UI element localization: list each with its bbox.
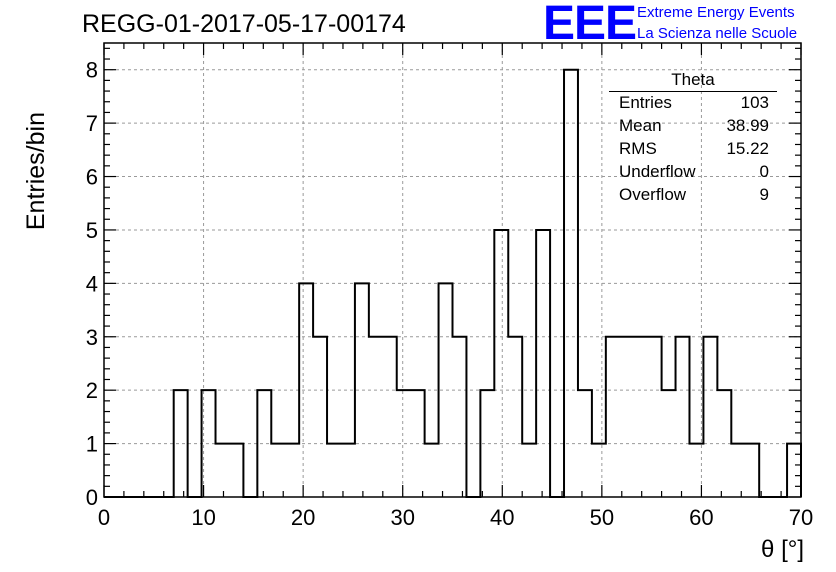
- x-axis-label: θ [°]: [761, 536, 804, 563]
- histogram-outline: [104, 68, 802, 498]
- histogram-bar: [494, 230, 508, 497]
- histogram-bar: [620, 337, 634, 497]
- stat-value: 15.22: [726, 139, 769, 158]
- histogram-bar: [564, 70, 578, 497]
- histogram-bar: [606, 337, 620, 497]
- histogram-bar: [634, 337, 648, 497]
- histogram-bar: [313, 337, 327, 497]
- axis-ticks: [103, 43, 802, 498]
- histogram-bar: [174, 390, 188, 497]
- run-title: REGG-01-2017-05-17-00174: [82, 10, 406, 38]
- y-tick-labels: 0 1 2 3 4 5 6 7 8: [86, 58, 98, 510]
- stat-row-rms: RMS 15.22: [619, 139, 769, 162]
- stat-label: Mean: [619, 116, 662, 135]
- stat-row-entries: Entries 103: [619, 93, 769, 116]
- y-tick-label: 0: [86, 485, 98, 510]
- stat-label: Overflow: [619, 185, 687, 204]
- y-tick-label: 3: [86, 325, 98, 350]
- histogram-bar: [745, 444, 759, 497]
- histogram-bar: [257, 390, 271, 497]
- x-tick-label: 30: [390, 505, 414, 530]
- histogram-bar: [648, 337, 662, 497]
- histogram-bar: [285, 444, 299, 497]
- histogram-bar: [578, 390, 592, 497]
- stats-title: Theta: [671, 70, 715, 89]
- stat-value: 38.99: [726, 116, 769, 135]
- histogram-bar: [508, 337, 522, 497]
- x-tick-label: 40: [490, 505, 514, 530]
- y-axis-label: Entries/bin: [22, 112, 50, 231]
- histogram-bar: [216, 444, 230, 497]
- histogram-bar: [453, 337, 467, 497]
- stat-label: Entries: [619, 93, 672, 112]
- stat-row-underflow: Underflow 0: [619, 162, 769, 185]
- histogram-bar: [592, 444, 606, 497]
- y-tick-label: 7: [86, 111, 98, 136]
- histogram-bar: [369, 337, 383, 497]
- histogram-bar: [439, 283, 453, 497]
- histogram-bar: [271, 444, 285, 497]
- stat-value: 9: [759, 185, 769, 204]
- histogram-bar: [480, 390, 494, 497]
- y-tick-label: 8: [86, 58, 98, 83]
- y-tick-label: 5: [86, 218, 98, 243]
- y-tick-label: 4: [86, 271, 98, 296]
- histogram-bar: [787, 444, 801, 497]
- x-tick-label: 60: [689, 505, 713, 530]
- plot-frame: [103, 42, 802, 498]
- eee-logo-mark: EEE: [543, 0, 637, 50]
- histogram-bar: [299, 283, 313, 497]
- stat-row-mean: Mean 38.99: [619, 116, 769, 139]
- stat-label: Underflow: [619, 162, 696, 181]
- histogram-bar: [229, 444, 243, 497]
- histogram-bar: [397, 390, 411, 497]
- x-tick-labels: 0 10 20 30 40 50 60 70: [98, 505, 813, 530]
- stat-value: 103: [740, 93, 769, 112]
- histogram-bar: [522, 444, 536, 497]
- stat-label: RMS: [619, 139, 657, 158]
- y-tick-label: 1: [86, 432, 98, 457]
- histogram-bar: [676, 337, 690, 497]
- histogram-bar: [717, 390, 731, 497]
- histogram-bar: [355, 283, 369, 497]
- histogram-bar: [383, 337, 397, 497]
- x-tick-label: 0: [98, 505, 110, 530]
- y-tick-label: 2: [86, 378, 98, 403]
- x-tick-label: 50: [590, 505, 614, 530]
- stat-value: 0: [759, 162, 769, 181]
- histogram-bar: [425, 444, 439, 497]
- histogram-bar: [411, 390, 425, 497]
- x-tick-label: 10: [191, 505, 215, 530]
- y-tick-label: 6: [86, 165, 98, 190]
- x-tick-label: 70: [789, 505, 813, 530]
- logo-line-1: Extreme Energy Events: [637, 4, 795, 21]
- histogram-bar: [327, 444, 341, 497]
- histogram-bar: [703, 337, 717, 497]
- logo-line-2: La Scienza nelle Scuole: [637, 25, 798, 42]
- histogram-bar: [662, 390, 676, 497]
- histogram-bar: [341, 444, 355, 497]
- histogram-bar: [731, 444, 745, 497]
- stats-title-rule: [609, 91, 777, 92]
- histogram-bar: [202, 390, 216, 497]
- stat-row-overflow: Overflow 9: [619, 185, 769, 208]
- histogram-bar: [536, 230, 550, 497]
- x-tick-label: 20: [291, 505, 315, 530]
